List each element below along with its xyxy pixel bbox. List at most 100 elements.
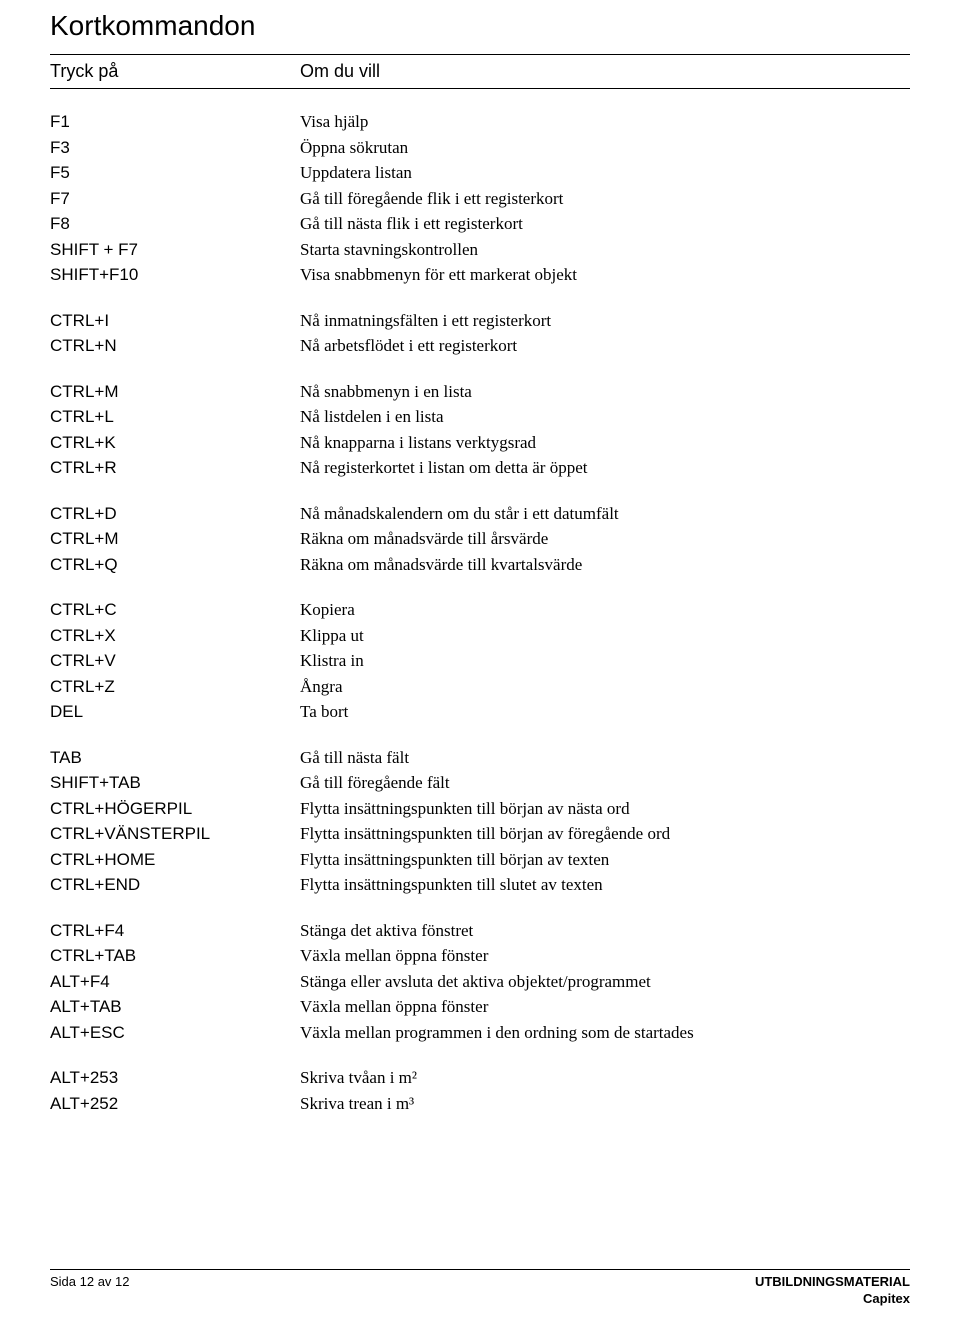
shortcut-desc: Visa snabbmenyn för ett markerat objekt (300, 262, 910, 288)
shortcut-desc: Skriva trean i m³ (300, 1091, 910, 1117)
shortcut-desc: Gå till föregående flik i ett registerko… (300, 186, 910, 212)
shortcut-key: SHIFT + F7 (50, 237, 300, 263)
shortcut-desc: Gå till nästa flik i ett registerkort (300, 211, 910, 237)
shortcut-key: ALT+TAB (50, 994, 300, 1020)
shortcut-key: F3 (50, 135, 300, 161)
shortcut-key: ALT+252 (50, 1091, 300, 1117)
table-row: CTRL+F4Stänga det aktiva fönstret (50, 918, 910, 944)
shortcut-key: CTRL+R (50, 455, 300, 481)
table-row: CTRL+LNå listdelen i en lista (50, 404, 910, 430)
table-row: ALT+F4Stänga eller avsluta det aktiva ob… (50, 969, 910, 995)
shortcut-key: DEL (50, 699, 300, 725)
shortcut-desc: Nå månadskalendern om du står i ett datu… (300, 501, 910, 527)
shortcut-group: CTRL+F4Stänga det aktiva fönstretCTRL+TA… (50, 918, 910, 1046)
shortcut-key: ALT+ESC (50, 1020, 300, 1046)
shortcut-key: CTRL+VÄNSTERPIL (50, 821, 300, 847)
footer-line2: Capitex (755, 1291, 910, 1308)
table-row: CTRL+TABVäxla mellan öppna fönster (50, 943, 910, 969)
shortcut-key: CTRL+M (50, 379, 300, 405)
shortcut-key: F8 (50, 211, 300, 237)
table-row: CTRL+ZÅngra (50, 674, 910, 700)
shortcut-key: CTRL+K (50, 430, 300, 456)
shortcut-desc: Stänga det aktiva fönstret (300, 918, 910, 944)
table-row: SHIFT+TABGå till föregående fält (50, 770, 910, 796)
table-row: ALT+253Skriva tvåan i m² (50, 1065, 910, 1091)
table-row: ALT+TABVäxla mellan öppna fönster (50, 994, 910, 1020)
shortcut-key: CTRL+M (50, 526, 300, 552)
shortcut-desc: Nå arbetsflödet i ett registerkort (300, 333, 910, 359)
table-row: CTRL+VKlistra in (50, 648, 910, 674)
footer-page-number: Sida 12 av 12 (50, 1274, 130, 1308)
shortcut-group: CTRL+INå inmatningsfälten i ett register… (50, 308, 910, 359)
table-row: TABGå till nästa fält (50, 745, 910, 771)
shortcut-key: CTRL+V (50, 648, 300, 674)
shortcut-desc: Flytta insättningspunkten till början av… (300, 847, 910, 873)
shortcut-desc: Gå till nästa fält (300, 745, 910, 771)
table-row: ALT+252Skriva trean i m³ (50, 1091, 910, 1117)
shortcut-key: CTRL+X (50, 623, 300, 649)
shortcut-desc: Flytta insättningspunkten till början av… (300, 821, 910, 847)
table-row: CTRL+ENDFlytta insättningspunkten till s… (50, 872, 910, 898)
header-key: Tryck på (50, 61, 300, 82)
table-row: CTRL+DNå månadskalendern om du står i et… (50, 501, 910, 527)
footer-branding: UTBILDNINGSMATERIAL Capitex (755, 1274, 910, 1308)
table-row: CTRL+KNå knapparna i listans verktygsrad (50, 430, 910, 456)
shortcut-desc: Starta stavningskontrollen (300, 237, 910, 263)
shortcut-key: F7 (50, 186, 300, 212)
table-row: SHIFT+F10Visa snabbmenyn för ett markera… (50, 262, 910, 288)
shortcut-desc: Flytta insättningspunkten till början av… (300, 796, 910, 822)
shortcut-key: CTRL+HÖGERPIL (50, 796, 300, 822)
table-row: CTRL+XKlippa ut (50, 623, 910, 649)
shortcut-desc: Nå listdelen i en lista (300, 404, 910, 430)
shortcut-group: F1Visa hjälpF3Öppna sökrutanF5Uppdatera … (50, 109, 910, 288)
shortcut-desc: Ta bort (300, 699, 910, 725)
shortcut-desc: Räkna om månadsvärde till årsvärde (300, 526, 910, 552)
shortcut-key: F1 (50, 109, 300, 135)
shortcut-key: ALT+253 (50, 1065, 300, 1091)
shortcut-key: CTRL+Z (50, 674, 300, 700)
footer-line1: UTBILDNINGSMATERIAL (755, 1274, 910, 1291)
table-row: DELTa bort (50, 699, 910, 725)
shortcut-desc: Flytta insättningspunkten till slutet av… (300, 872, 910, 898)
shortcut-desc: Växla mellan öppna fönster (300, 943, 910, 969)
shortcut-key: CTRL+Q (50, 552, 300, 578)
shortcut-desc: Gå till föregående fält (300, 770, 910, 796)
shortcut-key: CTRL+TAB (50, 943, 300, 969)
table-row: CTRL+MNå snabbmenyn i en lista (50, 379, 910, 405)
shortcut-group: ALT+253Skriva tvåan i m²ALT+252Skriva tr… (50, 1065, 910, 1116)
shortcut-key: CTRL+L (50, 404, 300, 430)
shortcut-key: CTRL+I (50, 308, 300, 334)
table-row: ALT+ESCVäxla mellan programmen i den ord… (50, 1020, 910, 1046)
shortcut-group: TABGå till nästa fältSHIFT+TABGå till fö… (50, 745, 910, 898)
shortcut-group: CTRL+MNå snabbmenyn i en listaCTRL+LNå l… (50, 379, 910, 481)
shortcut-desc: Växla mellan programmen i den ordning so… (300, 1020, 910, 1046)
table-row: CTRL+HÖGERPILFlytta insättningspunkten t… (50, 796, 910, 822)
table-row: CTRL+QRäkna om månadsvärde till kvartals… (50, 552, 910, 578)
shortcut-desc: Räkna om månadsvärde till kvartalsvärde (300, 552, 910, 578)
shortcut-desc: Nå registerkortet i listan om detta är ö… (300, 455, 910, 481)
shortcut-desc: Stänga eller avsluta det aktiva objektet… (300, 969, 910, 995)
page-title: Kortkommandon (50, 10, 910, 42)
table-row: CTRL+NNå arbetsflödet i ett registerkort (50, 333, 910, 359)
table-row: SHIFT + F7Starta stavningskontrollen (50, 237, 910, 263)
shortcut-key: ALT+F4 (50, 969, 300, 995)
shortcut-desc: Visa hjälp (300, 109, 910, 135)
shortcut-desc: Nå snabbmenyn i en lista (300, 379, 910, 405)
shortcut-group: CTRL+DNå månadskalendern om du står i et… (50, 501, 910, 578)
table-row: F7Gå till föregående flik i ett register… (50, 186, 910, 212)
shortcut-desc: Klistra in (300, 648, 910, 674)
header-desc: Om du vill (300, 61, 910, 82)
table-row: CTRL+MRäkna om månadsvärde till årsvärde (50, 526, 910, 552)
shortcut-desc: Växla mellan öppna fönster (300, 994, 910, 1020)
table-row: CTRL+VÄNSTERPILFlytta insättningspunkten… (50, 821, 910, 847)
shortcut-key: SHIFT+TAB (50, 770, 300, 796)
shortcut-desc: Öppna sökrutan (300, 135, 910, 161)
table-row: CTRL+INå inmatningsfälten i ett register… (50, 308, 910, 334)
shortcut-key: TAB (50, 745, 300, 771)
shortcut-key: F5 (50, 160, 300, 186)
table-row: F5Uppdatera listan (50, 160, 910, 186)
page-footer: Sida 12 av 12 UTBILDNINGSMATERIAL Capite… (50, 1269, 910, 1308)
table-row: CTRL+HOMEFlytta insättningspunkten till … (50, 847, 910, 873)
shortcut-key: CTRL+D (50, 501, 300, 527)
shortcut-desc: Uppdatera listan (300, 160, 910, 186)
